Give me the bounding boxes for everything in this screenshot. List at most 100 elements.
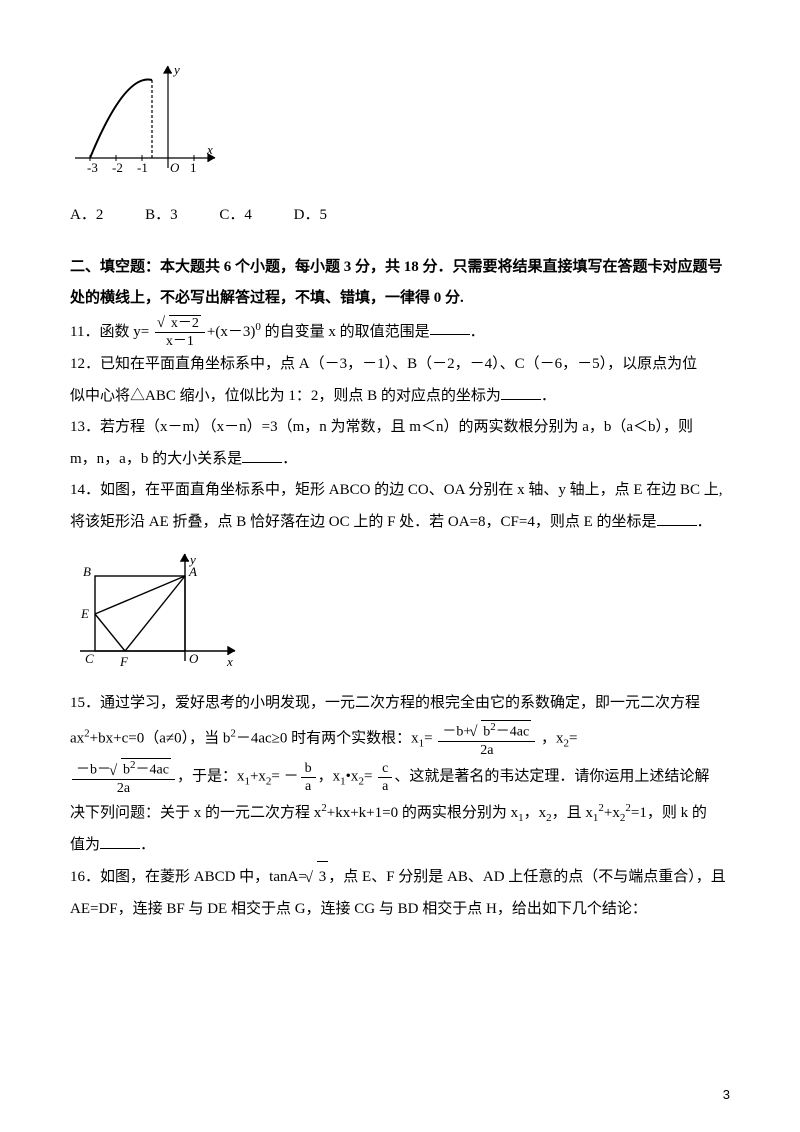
q15-f1-c: －4ac [496,724,529,739]
q11-tail: 的自变量 x 的取值范围是 [265,323,430,339]
q15-l4b: +kx+k+1=0 的两实根分别为 x [327,805,518,821]
q15-f1-den: 2a [438,742,535,758]
q11-plus: +(x－3) [207,323,255,339]
section-2-title: 二、填空题：本大题共 6 个小题，每小题 3 分，共 18 分．只需要将结果直接… [70,252,730,315]
q15-l4a: 决下列问题：关于 x 的一元二次方程 x [70,805,321,821]
rectangle-abco [95,576,185,651]
fold-svg: y x O A B C E F [70,546,240,676]
line-ef [95,614,125,651]
option-d: D．5 [294,207,327,223]
q11-fraction: x－2 x－1 [155,315,205,350]
q14-period: ． [697,514,712,530]
origin-label: O [170,160,180,175]
question-15-line2: ax2+bx+c=0（a≠0），当 b2－4ac≥0 时有两个实数根：x1= －… [70,720,730,758]
q15-f2-den: 2a [72,780,175,796]
q15-l3d: ，x [318,769,341,785]
q15-l4e: +x [604,805,620,821]
q16-l1b: ，点 E、F 分别是 AB、AD 上任意的点（不与端点重合），且 [328,869,726,885]
tick-neg3: -3 [87,160,98,175]
answer-options: A．2 B．3 C．4 D．5 [70,200,730,232]
q15-fc-num: c [378,761,392,778]
q15-period: ． [140,837,155,853]
question-16-line2: AE=DF，连接 BF 与 DE 相交于点 G，连接 CG 与 BD 相交于点 … [70,894,730,926]
parabola-svg: -3 -2 -1 O 1 x y [70,58,220,188]
option-c: C．4 [219,207,252,223]
q14-blank [657,512,697,526]
parabola-curve [90,79,152,158]
q11-exp: 0 [255,320,261,332]
q15-f2-b: b [123,763,130,778]
q15-l4c: ，x [524,805,547,821]
q11-prefix: 11．函数 y= [70,323,149,339]
option-a: A．2 [70,207,103,223]
q15-frac2: －b－b2－4ac 2a [72,758,175,796]
q15-l4d: ，且 x [552,805,593,821]
q15-fb-num: b [301,761,316,778]
tick-neg2: -2 [112,160,123,175]
line-fa [125,576,185,651]
q13-text: m，n，a，b 的大小关系是 [70,451,242,467]
q13-blank [242,449,282,463]
line-ae [95,576,185,614]
q11-period: ． [470,323,485,339]
q12-period: ． [541,388,556,404]
q15-fc-den: a [378,778,392,794]
q15-l3a: ，于是：x [177,769,245,785]
question-11: 11．函数 y= x－2 x－1 +(x－3)0 的自变量 x 的取值范围是 ． [70,315,730,350]
question-14-line2: 将该矩形沿 AE 折叠，点 B 恰好落在边 OC 上的 F 处．若 OA=8，C… [70,507,730,539]
label-e: E [80,606,89,621]
origin-2: O [189,651,199,666]
q16-l1a: 16．如图，在菱形 ABCD 中，tanA= [70,869,307,885]
q15-l3e: 、这就是著名的韦达定理．请你运用上述结论解 [394,769,709,785]
q16-sqrt3: 3 [317,861,329,894]
q15-roots: －4ac≥0 时有两个实数根：x [236,730,419,746]
question-12-line1: 12．已知在平面直角坐标系中，点 A（－3，－1）、B（－2，－4）、C（－6，… [70,349,730,381]
q15-l5: 值为 [70,837,100,853]
q15-f2-a: －b－ [76,763,111,778]
q15-eq2: = [569,730,577,746]
q15-blank [100,835,140,849]
y-label: y [172,62,180,77]
question-14-line1: 14．如图，在平面直角坐标系中，矩形 ABCO 的边 CO、OA 分别在 x 轴… [70,475,730,507]
q15-l3c: = [271,769,279,785]
question-16-line1: 16．如图，在菱形 ABCD 中，tanA= 3，点 E、F 分别是 AB、AD … [70,861,730,894]
label-b: B [83,564,91,579]
question-15-line3: －b－b2－4ac 2a ，于是：x1+x2= －ba，x1•x2= ca、这就… [70,758,730,796]
y-arrow [164,66,172,73]
label-c: C [85,651,94,666]
question-15-line4: 决下列问题：关于 x 的一元二次方程 x2+kx+k+1=0 的两实根分别为 x… [70,797,730,830]
question-15-line5: 值为 ． [70,830,730,862]
question-13-line2: m，n，a，b 的大小关系是 ． [70,444,730,476]
q15-eq1: = [424,730,432,746]
q15-l4f: =1，则 k 的 [631,805,707,821]
q11-sqrt-radicand: x－2 [169,315,201,331]
q13-period: ． [282,451,297,467]
q15-frac1: －b+b2－4ac 2a [438,720,535,758]
q15-f2-c: －4ac [136,763,169,778]
q15-bx: +bx+c=0（a≠0），当 b [90,730,231,746]
q12-text: 似中心将△ABC 缩小，位似比为 1：2，则点 B 的对应点的坐标为 [70,388,501,404]
q12-blank [501,386,541,400]
tick-1: 1 [190,160,197,175]
q11-den: x－1 [155,333,205,349]
page-number: 3 [723,1081,730,1108]
label-f: F [119,654,129,669]
q15-comma1: ，x [541,730,564,746]
figure-parabola: -3 -2 -1 O 1 x y [70,58,730,188]
label-a: A [188,564,197,579]
q15-frac-b-a: ba [301,761,316,795]
q15-f1-a: －b+ [442,724,471,739]
figure-rectangle-fold: y x O A B C E F [70,546,730,676]
x-label: x [206,142,213,157]
question-15-line1: 15．通过学习，爱好思考的小明发现，一元二次方程的根完全由它的系数确定，即一元二… [70,688,730,720]
q15-ax: ax [70,730,84,746]
question-13-line1: 13．若方程（x－m）（x－n）=3（m，n 为常数，且 m＜n）的两实数根分别… [70,412,730,444]
q14-text: 将该矩形沿 AE 折叠，点 B 恰好落在边 OC 上的 F 处．若 OA=8，C… [70,514,657,530]
tick-neg1: -1 [137,160,148,175]
question-12-line2: 似中心将△ABC 缩小，位似比为 1：2，则点 B 的对应点的坐标为 ． [70,381,730,413]
option-b: B．3 [145,207,178,223]
q15-frac-c-a: ca [378,761,392,795]
q15-dot: •x [346,769,359,785]
q15-fb-den: a [301,778,316,794]
x-label-2: x [226,654,233,669]
